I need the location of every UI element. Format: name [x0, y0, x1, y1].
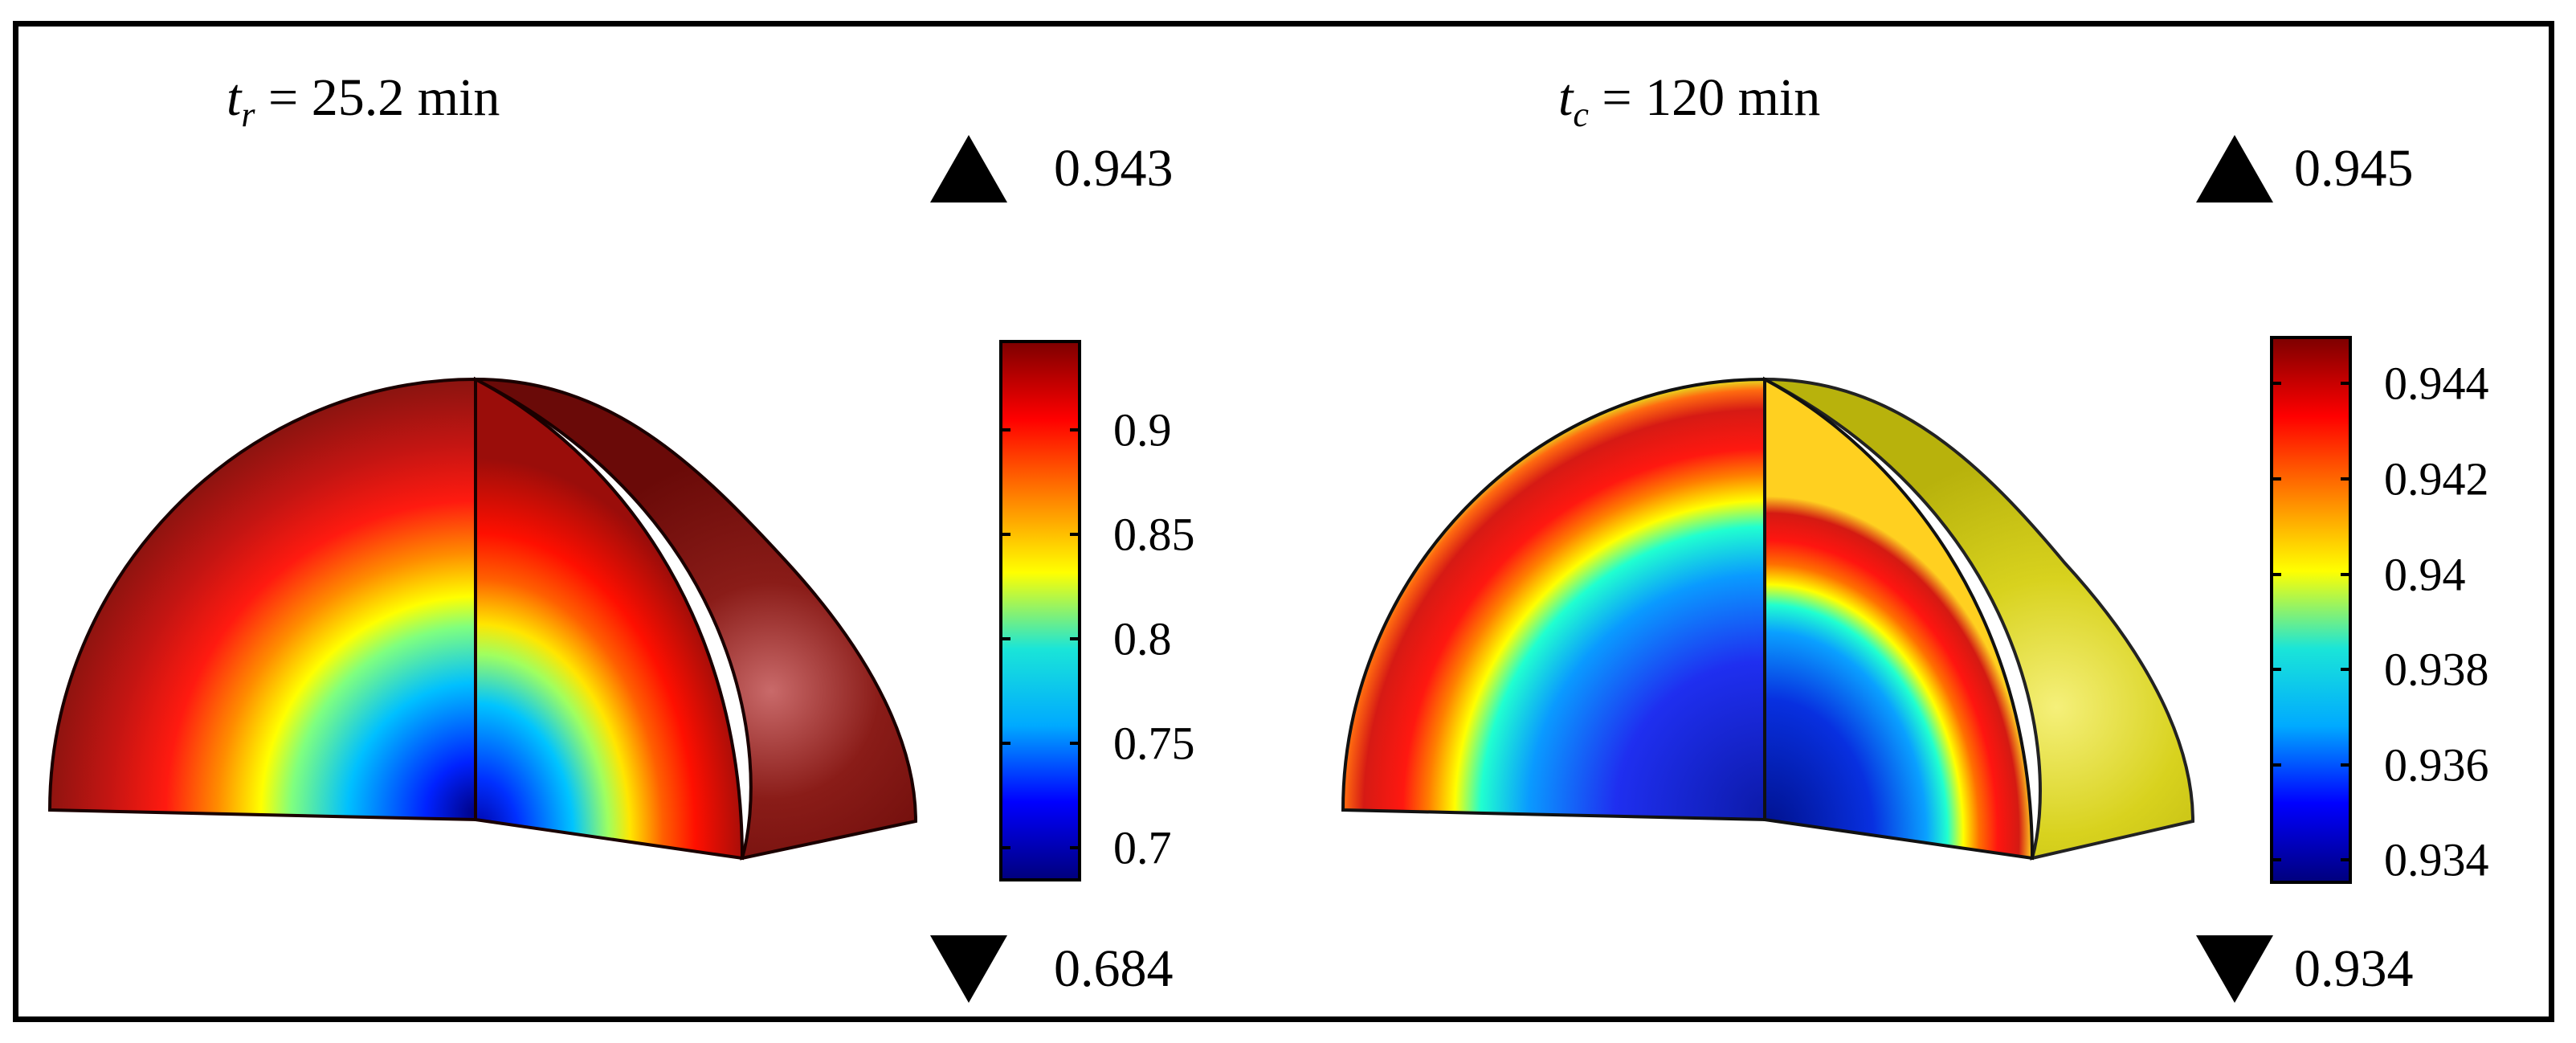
colorbar-tick-label: 0.934 — [2384, 833, 2489, 886]
left-panel-title: tr = 25.2 min — [227, 68, 500, 134]
colorbar-tick-mark — [999, 427, 1010, 432]
left-hemisphere — [47, 376, 918, 861]
max-triangle-icon — [930, 135, 1007, 202]
colorbar-tick-mark — [2270, 763, 2281, 767]
right-hemisphere — [1341, 376, 2195, 861]
colorbar-tick-mark — [2270, 382, 2281, 386]
min-triangle-icon — [2196, 935, 2273, 1003]
colorbar-tick-mark — [2341, 763, 2352, 767]
min-triangle-icon — [930, 935, 1007, 1003]
colorbar-tick-mark — [2341, 858, 2352, 862]
left-max-value: 0.943 — [1054, 139, 1174, 198]
colorbar-tick-mark — [2270, 477, 2281, 481]
colorbar-tick-mark — [2341, 572, 2352, 576]
colorbar-tick-mark — [2341, 668, 2352, 672]
right-colorbar — [2270, 336, 2352, 884]
colorbar-tick-mark — [999, 742, 1010, 746]
colorbar-tick-mark — [1070, 742, 1081, 746]
colorbar-tick-mark — [2270, 572, 2281, 576]
right-min-marker: 0.934 — [2196, 935, 2414, 1003]
colorbar-tick-mark — [999, 637, 1010, 641]
left-min-marker: 0.684 — [930, 935, 1174, 1003]
colorbar-tick-label: 0.85 — [1113, 508, 1195, 561]
colorbar-tick-mark — [1070, 637, 1081, 641]
colorbar-tick-label: 0.75 — [1113, 717, 1195, 770]
right-cut-plane-side — [1763, 376, 2035, 861]
left-cut-plane-front — [47, 377, 477, 822]
colorbar-tick-mark — [999, 846, 1010, 850]
colorbar-tick-mark — [2341, 477, 2352, 481]
colorbar-tick-mark — [2341, 382, 2352, 386]
colorbar-tick-label: 0.94 — [2384, 548, 2466, 601]
colorbar-tick-label: 0.8 — [1113, 612, 1172, 665]
colorbar-tick-label: 0.936 — [2384, 738, 2489, 791]
left-outer-shell — [475, 378, 918, 861]
colorbar-tick-label: 0.938 — [2384, 643, 2489, 696]
colorbar-tick-mark — [1070, 846, 1081, 850]
right-panel-title: tc = 120 min — [1558, 68, 1821, 134]
colorbar-tick-mark — [2270, 858, 2281, 862]
colorbar-tick-label: 0.7 — [1113, 821, 1172, 874]
colorbar-tick-label: 0.944 — [2384, 357, 2489, 410]
right-outer-shell — [1764, 378, 2195, 861]
colorbar-tick-label: 0.942 — [2384, 452, 2489, 505]
colorbar-tick-label: 0.9 — [1113, 403, 1172, 456]
right-min-value: 0.934 — [2294, 939, 2414, 998]
left-cut-plane-side — [474, 376, 745, 861]
left-colorbar — [999, 340, 1081, 881]
colorbar-tick-mark — [1070, 533, 1081, 536]
right-max-value: 0.945 — [2294, 139, 2414, 198]
right-max-marker: 0.945 — [2196, 135, 2414, 202]
colorbar-tick-mark — [1070, 427, 1081, 432]
colorbar-tick-mark — [2270, 668, 2281, 672]
left-max-marker: 0.943 — [930, 135, 1174, 202]
right-cut-plane-front — [1341, 377, 1766, 822]
max-triangle-icon — [2196, 135, 2273, 202]
colorbar-tick-mark — [999, 533, 1010, 536]
left-min-value: 0.684 — [1054, 939, 1174, 998]
